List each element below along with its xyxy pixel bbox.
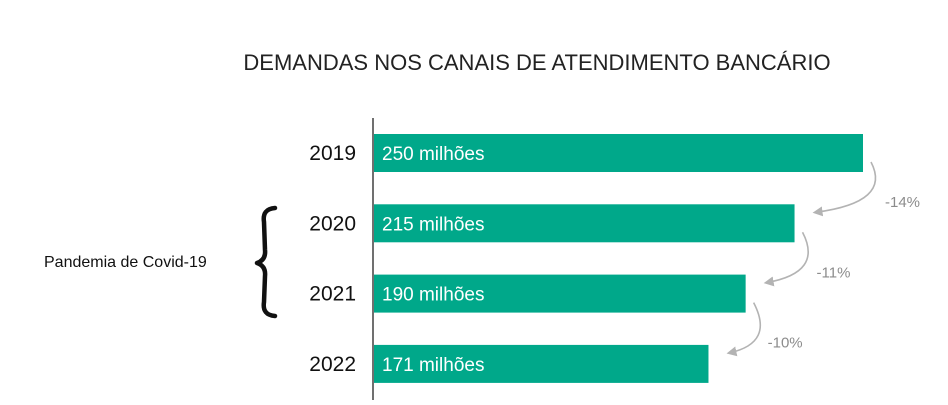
change-label-2: -11% (817, 264, 851, 281)
category-label-2020: 2020 (309, 212, 356, 235)
change-label-3: -10% (768, 335, 803, 352)
category-label-2022: 2022 (309, 353, 356, 376)
change-label-1: -14% (885, 194, 920, 211)
change-arrows-group: -14% -11% -10% (726, 161, 920, 357)
bar-2019 (374, 134, 863, 172)
bar-2022 (374, 344, 709, 383)
change-arrow-1 (812, 161, 877, 217)
data-label-2021: 190 milhões (382, 285, 484, 306)
change-arrow-3 (726, 302, 762, 357)
bars-group: 2019 250 milhões 2020 215 milhões 2021 190 mi… (309, 134, 863, 383)
change-arrow-2 (763, 231, 809, 287)
pandemic-brace (254, 205, 278, 319)
data-label-2022: 171 milhões (382, 355, 484, 376)
category-label-2021: 2021 (309, 283, 356, 306)
data-label-2020: 215 milhões (382, 214, 484, 235)
data-label-2019: 250 milhões (382, 144, 484, 165)
chart-title: DEMANDAS NOS CANAIS DE ATENDIMENTO BANCÁ… (243, 50, 830, 75)
pandemic-annotation: Pandemia de Covid-19 (44, 254, 207, 271)
bar-2021 (374, 274, 746, 313)
category-label-2019: 2019 (309, 142, 356, 165)
bar-2020 (374, 204, 795, 243)
